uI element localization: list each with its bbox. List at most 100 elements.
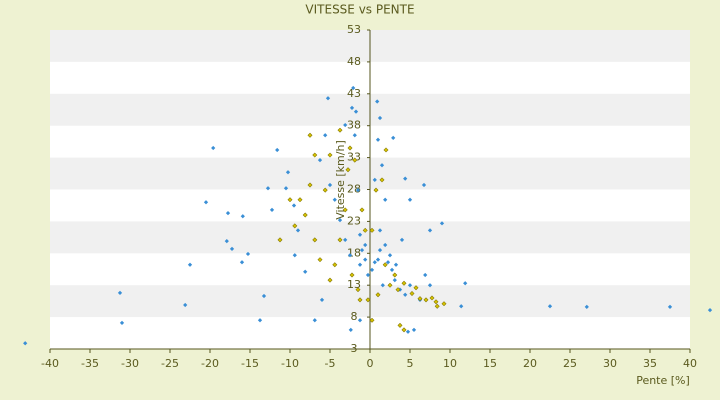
x-tick-label: -5 bbox=[325, 357, 336, 370]
point bbox=[297, 197, 303, 203]
point bbox=[363, 257, 368, 262]
point bbox=[372, 260, 377, 265]
point bbox=[372, 177, 377, 183]
point bbox=[379, 177, 385, 183]
point bbox=[393, 262, 399, 267]
point bbox=[327, 277, 333, 283]
point bbox=[345, 167, 351, 173]
point bbox=[317, 158, 323, 163]
point bbox=[417, 296, 423, 302]
point bbox=[373, 187, 379, 193]
point bbox=[261, 293, 267, 299]
y-tick-label: 43 bbox=[347, 87, 361, 100]
point bbox=[382, 262, 388, 268]
point bbox=[379, 163, 385, 168]
point bbox=[411, 327, 417, 332]
point bbox=[355, 188, 361, 193]
point bbox=[337, 237, 343, 243]
point bbox=[369, 267, 375, 273]
point bbox=[369, 227, 375, 233]
point bbox=[357, 297, 363, 303]
point bbox=[319, 297, 325, 302]
point bbox=[359, 207, 365, 213]
point bbox=[397, 322, 403, 328]
x-tick-label: 30 bbox=[603, 357, 617, 370]
x-tick-label: 10 bbox=[443, 357, 457, 370]
point bbox=[285, 170, 291, 175]
point bbox=[407, 283, 413, 288]
point bbox=[357, 232, 363, 237]
y-tick-label: 33 bbox=[347, 151, 361, 164]
point bbox=[391, 135, 396, 140]
point bbox=[395, 287, 401, 293]
point bbox=[392, 277, 397, 283]
point bbox=[383, 147, 389, 153]
point bbox=[347, 145, 353, 151]
point bbox=[375, 257, 381, 262]
point bbox=[463, 281, 468, 286]
point bbox=[383, 197, 388, 202]
y-tick-label: 23 bbox=[347, 214, 361, 227]
point bbox=[380, 283, 385, 288]
x-tick-label: -35 bbox=[81, 357, 99, 370]
point bbox=[441, 301, 447, 307]
x-tick-label: -20 bbox=[201, 357, 219, 370]
point bbox=[362, 227, 368, 233]
y-tick-label: 18 bbox=[347, 246, 361, 259]
point bbox=[257, 318, 263, 323]
point bbox=[409, 291, 415, 296]
x-tick-label: 15 bbox=[483, 357, 497, 370]
point bbox=[377, 228, 383, 233]
point bbox=[423, 272, 428, 278]
point bbox=[337, 127, 343, 133]
y-tick-label: 48 bbox=[347, 55, 361, 68]
point bbox=[277, 237, 283, 243]
point bbox=[359, 247, 365, 253]
y-tick-label: 8 bbox=[351, 310, 358, 323]
point bbox=[307, 132, 313, 138]
chart-title: VITESSE vs PENTE bbox=[305, 3, 414, 17]
point bbox=[265, 186, 271, 191]
point bbox=[433, 299, 439, 305]
x-tick-label: -15 bbox=[241, 357, 259, 370]
point bbox=[385, 260, 391, 265]
point bbox=[183, 302, 188, 308]
point bbox=[349, 272, 355, 278]
point bbox=[375, 137, 381, 142]
point bbox=[399, 237, 405, 243]
point bbox=[707, 307, 713, 313]
point bbox=[291, 203, 297, 208]
point bbox=[355, 287, 361, 293]
point bbox=[352, 133, 357, 138]
point bbox=[327, 182, 333, 188]
point bbox=[403, 292, 408, 297]
point bbox=[245, 251, 251, 257]
point bbox=[423, 297, 429, 303]
y-tick-label: 53 bbox=[347, 23, 361, 36]
point bbox=[403, 176, 408, 181]
point bbox=[387, 282, 393, 288]
x-tick-label: 25 bbox=[563, 357, 577, 370]
point bbox=[224, 239, 229, 244]
point bbox=[322, 187, 328, 193]
point bbox=[269, 207, 275, 213]
point bbox=[401, 280, 407, 286]
point bbox=[229, 246, 235, 251]
x-tick-label: 20 bbox=[523, 357, 537, 370]
point bbox=[439, 221, 445, 226]
x-tick-label: -30 bbox=[121, 357, 139, 370]
point bbox=[287, 197, 293, 203]
y-tick-label: 38 bbox=[347, 119, 361, 132]
y-axis-label: Vitesse [km/h] bbox=[334, 140, 347, 220]
point bbox=[357, 262, 363, 267]
point bbox=[365, 272, 371, 278]
point bbox=[303, 269, 308, 274]
point bbox=[187, 262, 193, 267]
point bbox=[292, 223, 298, 229]
point bbox=[369, 317, 375, 323]
point bbox=[327, 152, 333, 158]
point bbox=[401, 327, 407, 333]
y-tick-label: 3 bbox=[351, 342, 358, 355]
